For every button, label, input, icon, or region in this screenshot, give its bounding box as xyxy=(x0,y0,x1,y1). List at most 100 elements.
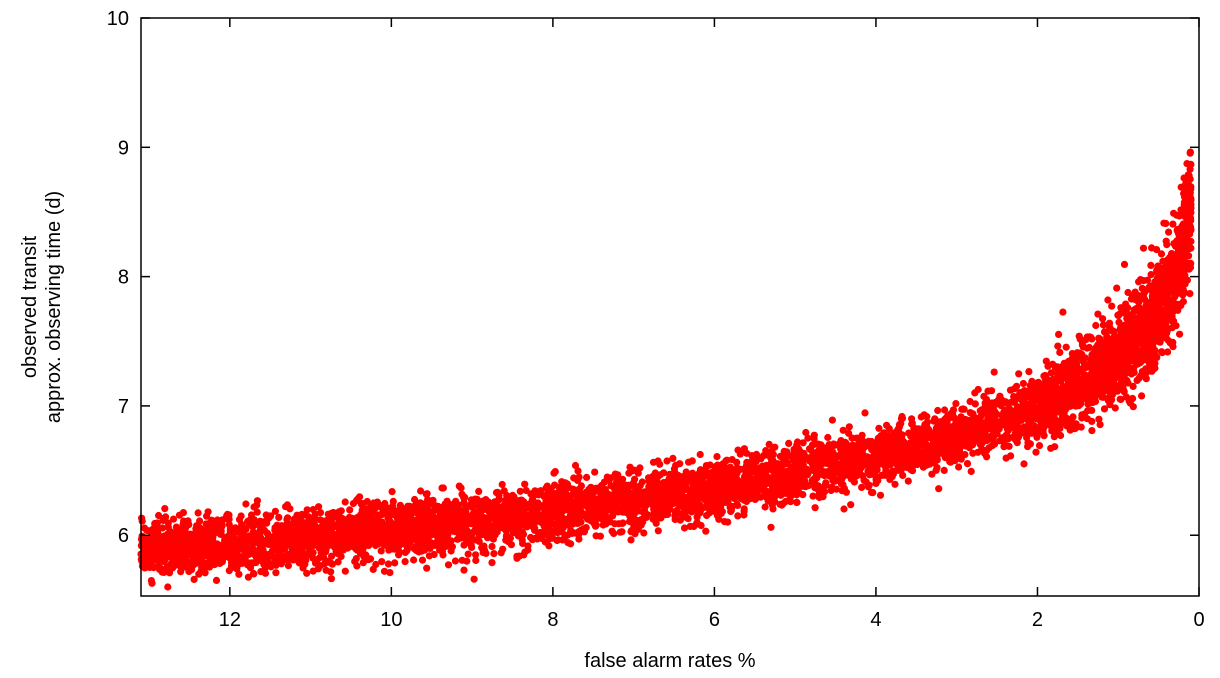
data-point xyxy=(372,541,380,550)
data-point xyxy=(303,506,311,514)
data-point xyxy=(1088,427,1096,435)
data-point xyxy=(404,541,412,550)
data-point xyxy=(352,532,360,540)
data-point xyxy=(923,461,931,469)
data-point xyxy=(618,519,626,528)
data-point xyxy=(752,457,760,466)
data-point xyxy=(1088,406,1096,414)
data-point xyxy=(201,569,209,577)
data-point xyxy=(513,552,521,560)
data-point xyxy=(176,542,184,550)
data-point xyxy=(685,458,693,466)
data-point xyxy=(303,569,311,577)
data-point xyxy=(548,490,556,498)
data-point xyxy=(451,557,459,565)
data-point xyxy=(1059,412,1067,420)
data-point xyxy=(935,420,944,428)
data-point xyxy=(275,513,283,522)
data-point xyxy=(1042,357,1050,365)
data-point xyxy=(457,484,465,492)
data-point xyxy=(1135,278,1143,286)
data-point xyxy=(447,547,455,555)
data-point xyxy=(660,469,668,477)
data-point xyxy=(941,406,949,414)
data-point xyxy=(444,561,453,569)
data-point xyxy=(556,485,564,493)
data-point xyxy=(168,548,176,557)
data-point xyxy=(558,478,566,486)
data-point xyxy=(1057,431,1065,440)
data-point xyxy=(549,534,557,542)
data-point xyxy=(1169,220,1177,228)
data-point xyxy=(1100,405,1109,413)
data-point xyxy=(1088,417,1096,425)
data-point xyxy=(551,468,559,476)
data-point xyxy=(286,505,294,513)
data-point xyxy=(309,567,317,575)
data-point xyxy=(1120,260,1129,268)
data-point xyxy=(607,482,615,490)
data-point xyxy=(320,518,328,526)
data-point xyxy=(1099,321,1107,329)
data-point xyxy=(1142,375,1150,383)
data-point xyxy=(301,560,309,568)
data-point xyxy=(917,413,925,421)
data-point xyxy=(353,540,361,548)
data-point xyxy=(842,488,851,496)
data-point xyxy=(824,433,832,442)
data-point xyxy=(708,468,716,477)
data-point xyxy=(737,495,745,503)
data-point xyxy=(395,542,403,550)
data-point xyxy=(940,466,948,474)
data-point xyxy=(952,400,960,408)
data-point xyxy=(703,511,711,520)
data-point xyxy=(706,461,714,469)
data-point xyxy=(1127,295,1135,303)
data-point xyxy=(373,498,381,506)
data-point xyxy=(410,556,418,564)
data-point xyxy=(1096,421,1104,429)
data-point xyxy=(284,562,292,570)
data-point xyxy=(886,469,894,478)
data-point xyxy=(998,396,1006,404)
data-point xyxy=(381,499,389,508)
data-point xyxy=(424,496,432,504)
data-point xyxy=(389,502,397,510)
data-point xyxy=(822,479,830,487)
data-point xyxy=(248,539,257,547)
data-point xyxy=(315,503,323,511)
data-point xyxy=(507,541,515,549)
data-point xyxy=(815,493,823,502)
data-point xyxy=(1054,342,1062,350)
data-point xyxy=(734,446,742,454)
data-point xyxy=(814,447,822,455)
data-point xyxy=(479,513,487,522)
data-point xyxy=(329,508,337,517)
data-point xyxy=(1133,376,1141,384)
data-point xyxy=(209,522,217,530)
data-point xyxy=(1146,301,1154,309)
data-point xyxy=(228,548,236,556)
data-point xyxy=(1082,363,1090,371)
data-point xyxy=(1176,330,1184,338)
data-point xyxy=(1186,148,1194,156)
data-point xyxy=(1069,413,1077,421)
data-point xyxy=(271,507,279,515)
data-point xyxy=(521,480,529,488)
data-point xyxy=(810,440,818,448)
data-point xyxy=(799,491,807,499)
data-point xyxy=(638,501,646,509)
data-point xyxy=(686,522,694,531)
data-point xyxy=(574,467,582,475)
data-point xyxy=(423,518,431,526)
data-point xyxy=(1035,442,1044,450)
data-point xyxy=(761,488,769,496)
data-point xyxy=(961,451,969,459)
data-point xyxy=(767,523,775,531)
data-point xyxy=(908,467,917,475)
data-point xyxy=(173,536,181,545)
data-point xyxy=(935,485,943,493)
data-point xyxy=(418,556,427,564)
data-point xyxy=(1051,443,1059,451)
